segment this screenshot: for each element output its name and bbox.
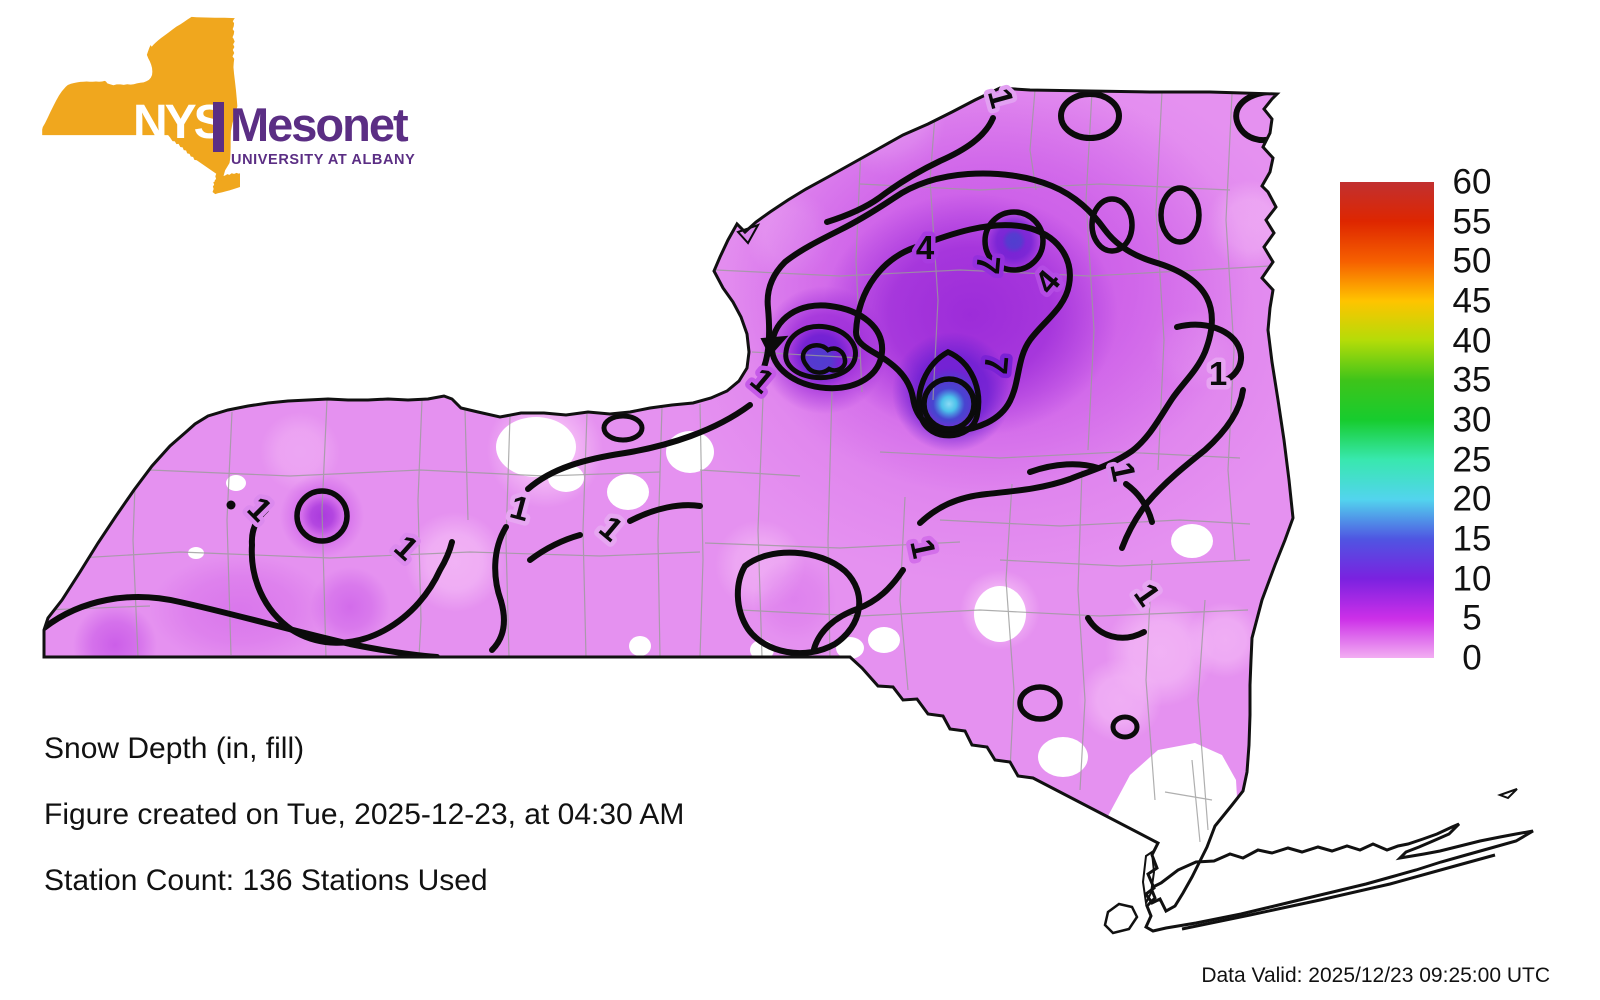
colorbar-tick-label: 50	[1452, 241, 1492, 281]
contour-label: 7	[969, 254, 1007, 276]
station-dot	[226, 500, 236, 510]
colorbar-ticks: 60 55 50 45 40 35 30 25 20 15 10 5 0	[1422, 165, 1522, 676]
colorbar-tick-label: 45	[1452, 281, 1492, 321]
colorbar-tick-label: 60	[1452, 162, 1492, 202]
colorbar-gradient	[1340, 182, 1434, 658]
colorbar-tick-label: 0	[1462, 638, 1482, 678]
colorbar-tick-label: 25	[1452, 440, 1492, 480]
county-borders	[44, 89, 1271, 843]
colorbar-tick-label: 35	[1452, 360, 1492, 400]
colorbar-tick-label: 15	[1452, 519, 1492, 559]
colorbar-tick-label: 5	[1462, 598, 1482, 638]
map-title: Snow Depth (in, fill)	[44, 732, 305, 765]
logo-university-text: UNIVERSITY AT ALBANY	[231, 152, 416, 168]
colorbar-tick-label: 55	[1452, 202, 1492, 242]
figure-created-text: Figure created on Tue, 2025-12-23, at 04…	[44, 798, 685, 831]
logo-nys-text: NYS	[133, 96, 226, 149]
colorbar-tick-label: 30	[1452, 400, 1492, 440]
contour-label: 4	[916, 229, 935, 266]
fishers-island	[1497, 788, 1518, 800]
logo-mesonet-text: Mesonet	[230, 98, 409, 151]
contour-label: 1	[1209, 355, 1227, 392]
colorbar-tick-label: 10	[1452, 559, 1492, 599]
contour-label: 7	[977, 354, 1015, 376]
colorbar-tick-label: 40	[1452, 321, 1492, 361]
nys-mesonet-logo: NYS Mesonet UNIVERSITY AT ALBANY	[0, 0, 460, 220]
snow-contour-lines	[44, 89, 1274, 740]
colorbar-tick-label: 20	[1452, 479, 1492, 519]
logo-divider-bar	[213, 102, 224, 152]
barrier-beach	[1181, 853, 1496, 931]
staten-island	[1103, 902, 1139, 935]
data-valid-text: Data Valid: 2025/12/23 09:25:00 UTC	[1201, 964, 1550, 987]
station-count-text: Station Count: 136 Stations Used	[44, 864, 488, 897]
